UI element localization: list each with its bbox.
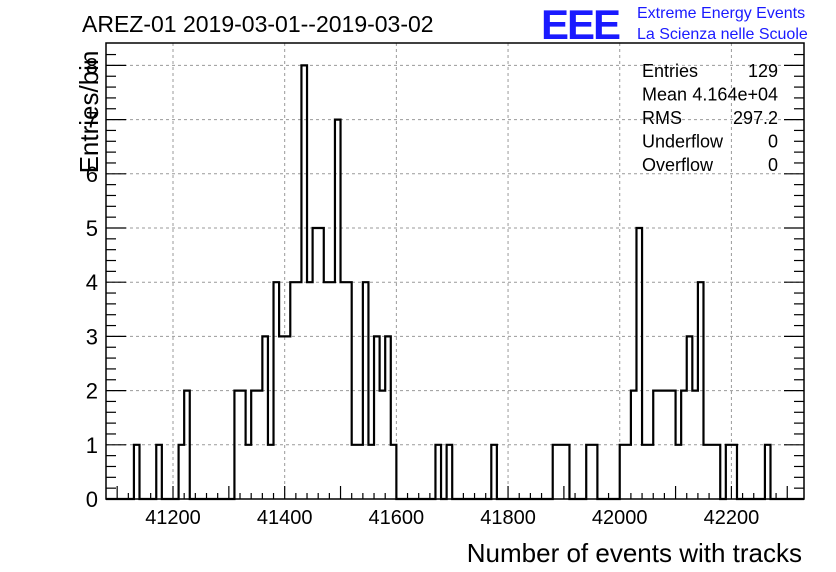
y-tick-label: 3 (86, 324, 98, 349)
x-tick-label: 42200 (704, 507, 760, 529)
y-axis-ticks: 0 1 2 3 4 5 6 7 8 (86, 53, 804, 512)
eee-logo-line2: La Scienza nelle Scuole (637, 26, 808, 43)
x-tick-label: 41600 (369, 507, 425, 529)
x-tick-label: 41800 (480, 507, 536, 529)
stats-value: 0 (768, 132, 778, 152)
y-tick-label: 2 (86, 379, 98, 404)
chart-title: AREZ-01 2019-03-01--2019-03-02 (82, 11, 434, 37)
stats-value: 297.2 (733, 108, 778, 128)
y-tick-label: 6 (86, 162, 98, 187)
stats-label: Overflow (642, 155, 714, 175)
stats-label: RMS (642, 108, 682, 128)
stats-label: Mean (642, 85, 687, 105)
stats-label: Entries (642, 61, 698, 81)
stats-value: 4.164e+04 (692, 85, 778, 105)
histogram-outline (106, 64, 804, 501)
x-tick-label: 41200 (145, 507, 201, 529)
stats-box: Entries 129 Mean 4.164e+04 RMS 297.2 Underflow… (642, 61, 778, 175)
stats-value: 0 (768, 155, 778, 175)
y-tick-label: 4 (86, 270, 98, 295)
y-tick-label: 0 (86, 487, 98, 512)
eee-logo-line1: Extreme Energy Events (637, 5, 805, 22)
x-tick-label: 42000 (592, 507, 648, 529)
grid-lines (106, 43, 804, 499)
x-tick-label: 41400 (257, 507, 313, 529)
y-tick-label: 1 (86, 433, 98, 458)
y-tick-label: 8 (86, 53, 98, 78)
stats-label: Underflow (642, 132, 724, 152)
eee-logo: EEE Extreme Energy Events La Scienza nel… (541, 1, 808, 48)
x-axis-label: Number of events with tracks (467, 538, 802, 568)
stats-value: 129 (748, 61, 778, 81)
y-tick-label: 7 (86, 108, 98, 133)
eee-logo-mark: EEE (541, 1, 620, 48)
y-axis-label: Entries/bin (74, 51, 104, 174)
x-axis-ticks: 41200 41400 41600 41800 42000 42200 (116, 486, 788, 529)
y-tick-label: 5 (86, 216, 98, 241)
